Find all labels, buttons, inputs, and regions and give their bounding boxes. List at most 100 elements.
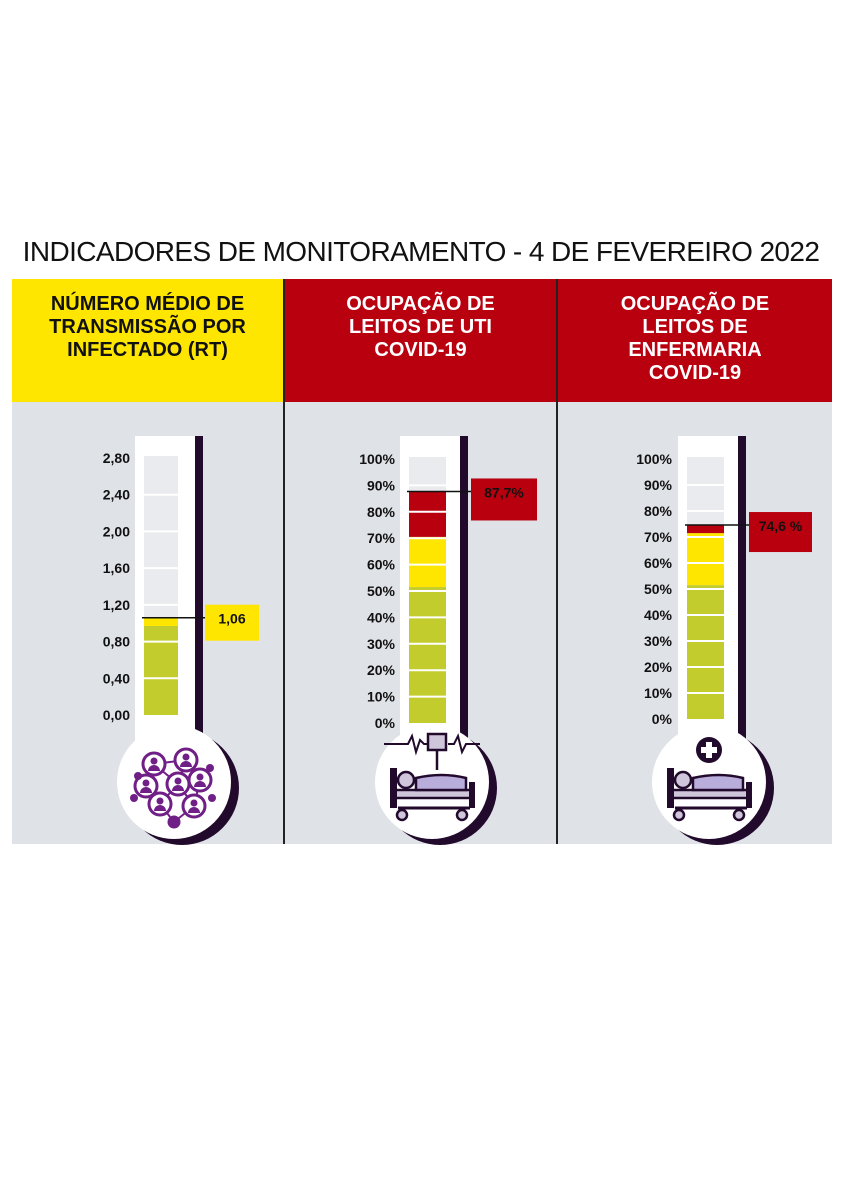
- fill-segment-red: [409, 491, 446, 537]
- person-body: [140, 787, 152, 793]
- page-title: INDICADORES DE MONITORAMENTO - 4 DE FEVE…: [22, 236, 820, 267]
- tube-shadow: [460, 436, 468, 775]
- person-body: [172, 785, 184, 791]
- panel-enfermaria: OCUPAÇÃO DE LEITOS DE ENFERMARIA COVID-1…: [558, 279, 832, 845]
- cross-horizontal: [701, 747, 717, 753]
- tick-label: 2,00: [103, 523, 130, 539]
- people-network-icon: [130, 747, 216, 829]
- panel-enfermaria-title-line: OCUPAÇÃO DE: [620, 293, 770, 315]
- person-head: [156, 797, 164, 805]
- tick-label: 80%: [644, 503, 673, 519]
- fill-segment-yellow: [687, 533, 724, 586]
- panel-uti-title-line: COVID-19: [374, 339, 467, 361]
- tick-label: 50%: [367, 583, 396, 599]
- bed-footboard: [746, 782, 752, 808]
- tick-label: 70%: [644, 529, 673, 545]
- tick-label: 40%: [367, 609, 396, 625]
- tube-shadow: [195, 436, 203, 771]
- person-body: [180, 761, 192, 767]
- tick-label: 2,80: [103, 450, 130, 466]
- person-body: [188, 807, 200, 813]
- panel-rt: NÚMERO MÉDIO DE TRANSMISSÃO POR INFECTAD…: [12, 279, 283, 845]
- fill-segment-green: [144, 625, 178, 715]
- monitor-box: [426, 732, 448, 752]
- network-dot: [134, 772, 142, 780]
- thermometer-rt: 0,00 0,40 0,80 1,20 1,60 2,00 2,40 2,80 1,06: [12, 279, 283, 845]
- tick-label: 100%: [636, 451, 672, 467]
- patient-blanket: [691, 773, 745, 792]
- icu-bed-monitor-icon: [384, 732, 480, 822]
- thermometer-uti: 0% 10% 20% 30% 40% 50% 60% 70% 80% 90% 100% 87,7%: [285, 279, 556, 845]
- panel-header-band: [558, 279, 832, 402]
- person-head: [142, 779, 150, 787]
- bed-wheel: [455, 808, 469, 822]
- panel-uti-title-line: OCUPAÇÃO DE: [346, 293, 495, 315]
- tick-label: 1,20: [103, 597, 130, 613]
- tick-label: 60%: [644, 555, 673, 571]
- tick-label: 20%: [367, 662, 396, 678]
- heartbeat-line: [448, 733, 480, 755]
- panel-divider: [556, 279, 558, 844]
- value-label: 87,7%: [484, 484, 524, 500]
- value-label: 74,6 %: [759, 518, 803, 534]
- value-label-box: [205, 604, 259, 641]
- panel-uti-title-line: LEITOS DE UTI: [349, 316, 492, 338]
- tick-label: 10%: [644, 685, 673, 701]
- heartbeat-line: [384, 733, 428, 756]
- panel-uti: OCUPAÇÃO DE LEITOS DE UTI COVID-19 0% 10%…: [285, 279, 556, 845]
- bed-wheel: [672, 808, 686, 822]
- person-body: [154, 805, 166, 811]
- tick-label: 10%: [367, 689, 396, 705]
- tick-label: 20%: [644, 659, 673, 675]
- thermometer-enfermaria: 0% 10% 20% 30% 40% 50% 60% 70% 80% 90% 100% 74,6 %: [558, 279, 832, 845]
- tick-label: 30%: [644, 633, 673, 649]
- tick-label: 50%: [644, 581, 673, 597]
- person-head: [190, 799, 198, 807]
- tick-label: 0%: [375, 715, 396, 731]
- tube-shadow: [738, 436, 746, 775]
- network-dot: [130, 794, 138, 802]
- person-body: [148, 765, 160, 771]
- patient-blanket: [414, 773, 468, 792]
- panel-uti-header: OCUPAÇÃO DE LEITOS DE UTI COVID-19: [285, 279, 556, 402]
- patient-head: [673, 770, 693, 790]
- person-head: [174, 777, 182, 785]
- tick-label: 90%: [367, 477, 396, 493]
- tick-label: 0%: [652, 711, 673, 727]
- value-label-box: [749, 512, 812, 553]
- fill-segment-yellow: [409, 536, 446, 588]
- tick-label: 2,40: [103, 487, 130, 503]
- person-body: [194, 781, 206, 787]
- person-head: [196, 773, 204, 781]
- bed-footboard: [469, 782, 475, 808]
- fill-segment-yellow: [144, 617, 178, 626]
- panel-enfermaria-title-line: LEITOS DE: [642, 316, 748, 338]
- person-head: [182, 753, 190, 761]
- tick-label: 90%: [644, 477, 673, 493]
- bed-wheel: [395, 808, 409, 822]
- tick-label: 0,80: [103, 634, 130, 650]
- tick-label: 0,40: [103, 670, 130, 686]
- tick-label: 70%: [367, 530, 396, 546]
- panel-rt-title-line: NÚMERO MÉDIO DE: [50, 293, 245, 315]
- ward-bed-cross-icon: [667, 737, 752, 822]
- panel-rt-title-line: INFECTADO (RT): [67, 339, 228, 361]
- panel-enfermaria-title-line: COVID-19: [648, 362, 742, 384]
- network-dot: [206, 764, 214, 772]
- panel-header-band: [285, 279, 556, 402]
- fill-segment-green: [687, 585, 724, 719]
- tick-label: 60%: [367, 557, 396, 573]
- patient-head: [396, 770, 416, 790]
- tick-label: 100%: [359, 451, 395, 467]
- tick-label: 40%: [644, 607, 673, 623]
- tick-label: 1,60: [103, 560, 130, 576]
- bed-wheel: [732, 808, 746, 822]
- person-head: [150, 757, 158, 765]
- panel-divider: [283, 279, 285, 844]
- person-node: [167, 815, 181, 829]
- panel-rt-header: NÚMERO MÉDIO DE TRANSMISSÃO POR INFECTAD…: [12, 279, 283, 402]
- panel-enfermaria-header: OCUPAÇÃO DE LEITOS DE ENFERMARIA COVID-1…: [558, 279, 832, 402]
- network-dot: [208, 794, 216, 802]
- tick-label: 0,00: [103, 707, 130, 723]
- panel-header-band: [12, 279, 283, 402]
